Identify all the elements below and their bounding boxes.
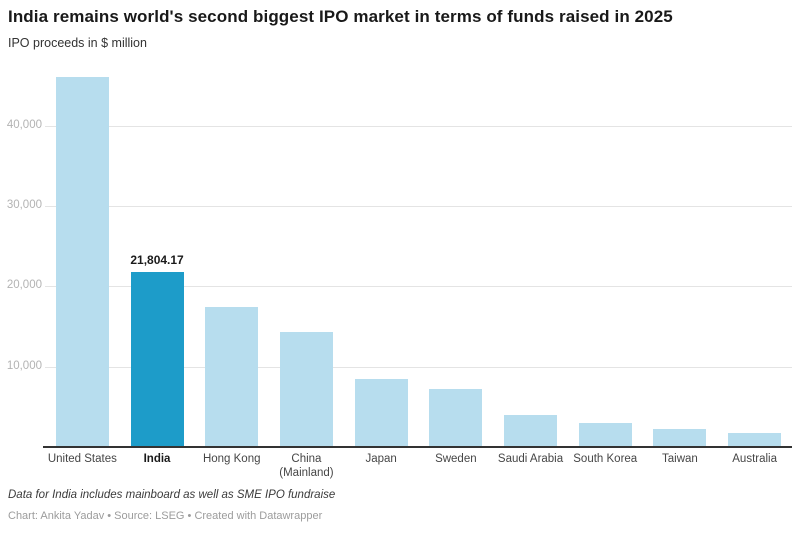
y-gridline: [45, 366, 792, 368]
category-label: Saudi Arabia: [497, 453, 564, 465]
bar: [429, 389, 483, 447]
category-label: Australia: [732, 453, 778, 465]
category-label: Sweden: [435, 453, 477, 465]
bar: [578, 422, 632, 447]
x-axis-line: [43, 446, 792, 448]
bar: [55, 77, 109, 447]
bar: [354, 378, 408, 447]
chart-credits: Chart: Ankita Yadav • Source: LSEG • Cre…: [8, 510, 323, 522]
chart-subtitle: IPO proceeds in $ million: [8, 36, 147, 50]
chart-title: India remains world's second biggest IPO…: [8, 7, 673, 26]
bar: [205, 307, 259, 447]
bar-value-label: 21,804.17: [130, 253, 184, 268]
chart-footnote: Data for India includes mainboard as wel…: [8, 489, 336, 501]
y-gridline: [45, 206, 792, 208]
bar: [279, 332, 333, 447]
y-tick-label: 30,000: [6, 199, 42, 212]
bar: [728, 432, 782, 447]
y-gridline: [45, 286, 792, 288]
category-label: India: [143, 453, 171, 465]
category-label: Taiwan: [662, 453, 698, 465]
bar: [130, 272, 184, 447]
category-label: China (Mainland): [279, 453, 334, 480]
bar: [504, 414, 558, 447]
y-gridline: [45, 125, 792, 127]
category-label: United States: [47, 453, 117, 465]
category-label: South Korea: [573, 453, 638, 465]
y-tick-label: 40,000: [6, 118, 42, 131]
y-tick-label: 20,000: [6, 279, 42, 292]
category-label: Hong Kong: [202, 453, 261, 465]
bar: [653, 428, 707, 447]
category-label: Japan: [365, 453, 397, 465]
y-tick-label: 10,000: [6, 359, 42, 372]
